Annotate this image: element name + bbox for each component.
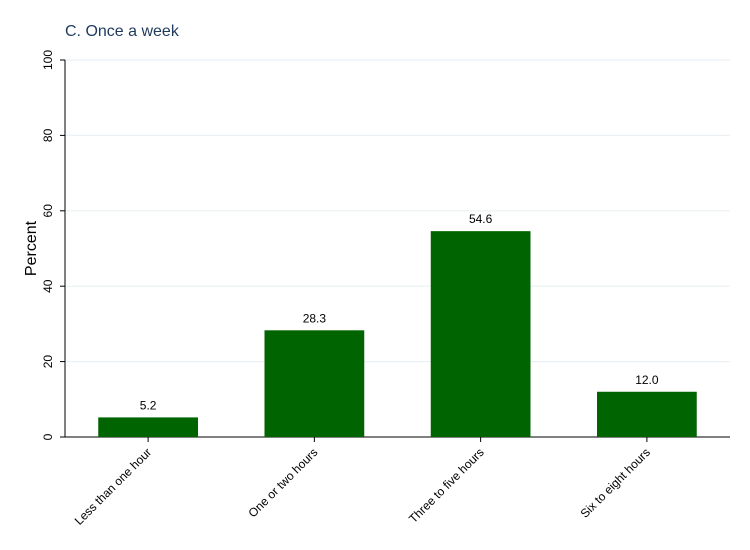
bars — [98, 231, 697, 437]
gridlines — [65, 59, 730, 363]
bar-2 — [264, 330, 365, 437]
y-ticks: 0 20 40 60 80 100 — [41, 50, 65, 440]
category-labels: Less than one hour One or two hours Three … — [72, 437, 653, 528]
y-tick-label: 20 — [41, 355, 55, 369]
bar-value-label: 54.6 — [469, 212, 493, 226]
bar-value-label: 12.0 — [635, 373, 659, 387]
category-label: Six to eight hours — [578, 445, 653, 520]
chart-title: C. Once a week — [65, 23, 180, 40]
y-axis-label: Percent — [23, 220, 40, 276]
y-tick-label: 0 — [41, 433, 55, 440]
bar-1 — [98, 417, 198, 437]
category-label: Less than one hour — [72, 445, 155, 528]
axes — [64, 60, 730, 438]
bar-3 — [430, 231, 531, 437]
y-tick-label: 100 — [41, 50, 55, 70]
y-tick-label: 80 — [41, 128, 55, 142]
category-label: Three to five hours — [406, 445, 487, 526]
category-label: One or two hours — [246, 445, 321, 520]
bar-value-label: 28.3 — [303, 311, 327, 325]
bar-4 — [597, 391, 697, 437]
bar-value-label: 5.2 — [140, 398, 157, 412]
y-tick-label: 60 — [41, 204, 55, 218]
data-labels: 5.2 28.3 54.6 12.0 — [140, 212, 659, 412]
y-tick-label: 40 — [41, 279, 55, 293]
